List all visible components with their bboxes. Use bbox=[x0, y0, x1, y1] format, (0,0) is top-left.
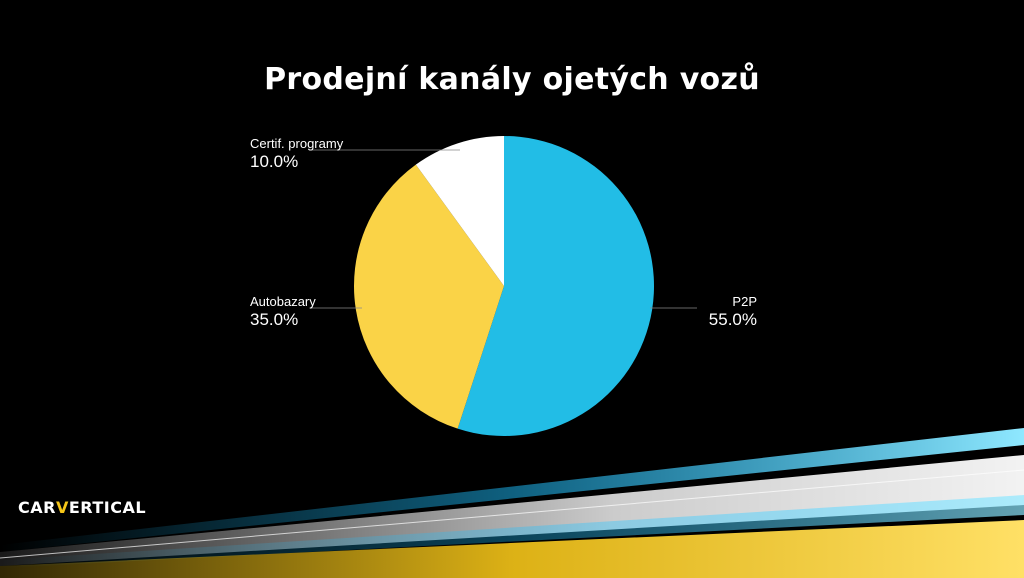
label-p2p-value: 55.0% bbox=[708, 310, 757, 329]
label-certif: Certif. programy 10.0% bbox=[250, 136, 343, 172]
pie-slice-certif bbox=[415, 136, 504, 286]
pie-slices bbox=[354, 136, 655, 436]
streak-blue bbox=[0, 428, 1024, 552]
label-p2p-name: P2P bbox=[732, 294, 757, 309]
label-certif-name: Certif. programy bbox=[250, 136, 344, 151]
streak-blue-lower bbox=[0, 495, 1024, 568]
logo-suffix: ERTICAL bbox=[68, 498, 147, 517]
streak-thin-white bbox=[0, 469, 1024, 559]
carvertical-logo: CARVERTICAL bbox=[18, 498, 146, 517]
leader-lines bbox=[310, 149, 697, 309]
pie-slice-p2p bbox=[457, 136, 655, 436]
streak-yellow bbox=[0, 520, 1024, 578]
logo-prefix: CAR bbox=[18, 498, 56, 517]
logo-accent: V bbox=[55, 498, 69, 517]
label-autobazary-value: 35.0% bbox=[250, 310, 299, 329]
pie-slice-autobazary bbox=[354, 164, 504, 429]
label-autobazary-name: Autobazary bbox=[250, 294, 316, 309]
streak-white bbox=[0, 455, 1024, 566]
label-autobazary: Autobazary 35.0% bbox=[250, 294, 316, 330]
label-certif-value: 10.0% bbox=[250, 152, 299, 171]
label-p2p: P2P 55.0% bbox=[640, 294, 757, 330]
chart-title: Prodejní kanály ojetých vozů bbox=[264, 62, 760, 97]
